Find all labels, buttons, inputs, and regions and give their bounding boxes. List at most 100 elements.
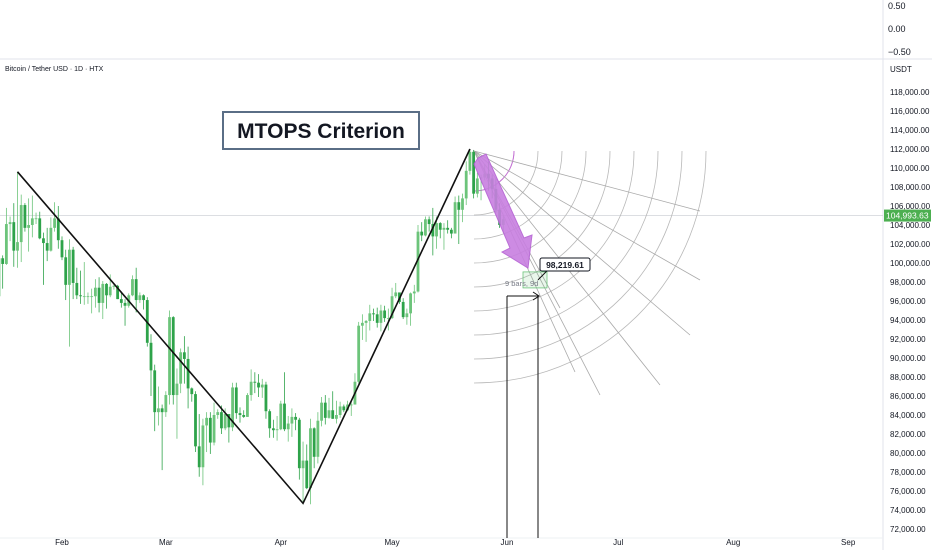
candle-body xyxy=(449,229,453,234)
candle-body xyxy=(160,408,164,413)
trend-lines xyxy=(16,148,471,505)
candle-body xyxy=(264,384,268,412)
candle-body xyxy=(305,460,309,489)
candle-body xyxy=(379,310,383,323)
candle-body xyxy=(149,342,153,371)
candle-body xyxy=(157,408,160,413)
fan-arc xyxy=(473,150,707,384)
candle-body xyxy=(442,227,446,230)
candle-body xyxy=(131,279,134,296)
title-box[interactable] xyxy=(222,111,420,150)
candle-body xyxy=(212,415,216,443)
price-tick-label: 90,000.00 xyxy=(890,354,926,363)
currency-label[interactable]: USDT xyxy=(890,65,912,74)
candle-body xyxy=(409,293,412,314)
candle-body xyxy=(331,410,335,419)
candle-body xyxy=(349,404,353,406)
price-tick-label: 112,000.00 xyxy=(890,145,930,154)
time-tick-label: Mar xyxy=(159,538,173,547)
candle-body xyxy=(53,218,56,228)
current-price-text: 104,993.63 xyxy=(886,211,929,221)
candle-body xyxy=(401,301,405,318)
label-leader xyxy=(537,269,549,281)
candle-body xyxy=(416,231,420,292)
price-tick-label: 84,000.00 xyxy=(890,411,926,420)
price-axis[interactable]: 118,000.00 116,000.00 114,000.00 112,000.00… xyxy=(890,88,931,534)
time-tick-label: Sep xyxy=(841,538,856,547)
time-tick-label: Jun xyxy=(501,538,514,547)
candle-body xyxy=(364,320,368,323)
fan-line xyxy=(473,150,701,281)
candle-body xyxy=(275,429,279,431)
candle-body xyxy=(123,302,127,306)
candle-body xyxy=(461,198,464,210)
candle-body xyxy=(257,382,260,388)
candle-body xyxy=(68,249,71,285)
candle-body xyxy=(49,227,53,251)
candle-body xyxy=(360,322,364,326)
candle-body xyxy=(175,383,179,396)
candle-body xyxy=(194,394,197,447)
price-tick-label: 116,000.00 xyxy=(890,107,930,116)
candle-body xyxy=(316,420,320,457)
candle-body xyxy=(71,249,75,283)
candles xyxy=(0,149,505,505)
projection-label-box xyxy=(539,257,591,272)
candle-body xyxy=(197,446,201,468)
price-tick-label: 108,000.00 xyxy=(890,183,931,192)
candle-body xyxy=(179,352,183,384)
candle-body xyxy=(294,416,298,420)
candle-body xyxy=(323,402,327,418)
fan-arc xyxy=(473,150,659,336)
current-price-tag xyxy=(884,209,931,222)
annotations xyxy=(473,153,549,538)
candle-body xyxy=(75,282,79,296)
candle-body xyxy=(438,223,442,230)
candle-body xyxy=(435,223,438,237)
candle-body xyxy=(164,395,168,413)
candle-body xyxy=(86,296,90,298)
candle-body xyxy=(457,202,461,210)
candle-body xyxy=(271,428,275,431)
time-axis[interactable]: Feb Mar Apr May Jun Jul Aug Sep xyxy=(55,538,856,547)
price-tick-label: 110,000.00 xyxy=(890,164,930,173)
candle-body xyxy=(394,292,398,297)
fan-arc xyxy=(473,150,587,264)
price-tick-label: 78,000.00 xyxy=(890,468,926,477)
candle-body xyxy=(90,296,94,298)
candle-body xyxy=(220,412,223,429)
candle-body xyxy=(171,317,175,396)
symbol-legend[interactable]: Bitcoin / Tether USD · 1D · HTX xyxy=(5,66,104,73)
candle-body xyxy=(242,415,246,417)
candle-body xyxy=(427,219,431,225)
candle-body xyxy=(34,218,38,220)
bars-label: 9 bars, 9d xyxy=(505,279,538,288)
price-tick-label: 92,000.00 xyxy=(890,335,926,344)
indicator-tick: 0.50 xyxy=(888,1,906,11)
candle-body xyxy=(279,403,283,430)
candle-body xyxy=(64,257,68,285)
candle-body xyxy=(405,313,409,318)
candle-body xyxy=(301,460,305,469)
candle-body xyxy=(446,227,450,230)
candle-body xyxy=(472,151,476,194)
projection-arrow xyxy=(473,153,533,269)
candle-body xyxy=(390,296,394,319)
projection-label: 98,219.61 xyxy=(546,260,584,270)
candle-body xyxy=(205,417,209,426)
candle-body xyxy=(475,178,479,194)
candle-body xyxy=(190,388,194,395)
candle-body xyxy=(453,202,457,234)
price-tick-label: 98,000.00 xyxy=(890,278,926,287)
candle-body xyxy=(231,387,234,428)
price-tick-label: 104,000.00 xyxy=(890,221,931,230)
candle-body xyxy=(216,412,220,415)
candle-body xyxy=(97,287,101,303)
candle-body xyxy=(56,218,60,241)
fan-arc xyxy=(473,150,611,288)
candle-body xyxy=(168,317,171,396)
candle-body xyxy=(8,222,12,225)
candle-body xyxy=(4,224,8,264)
indicator-tick: −0.50 xyxy=(888,47,911,57)
